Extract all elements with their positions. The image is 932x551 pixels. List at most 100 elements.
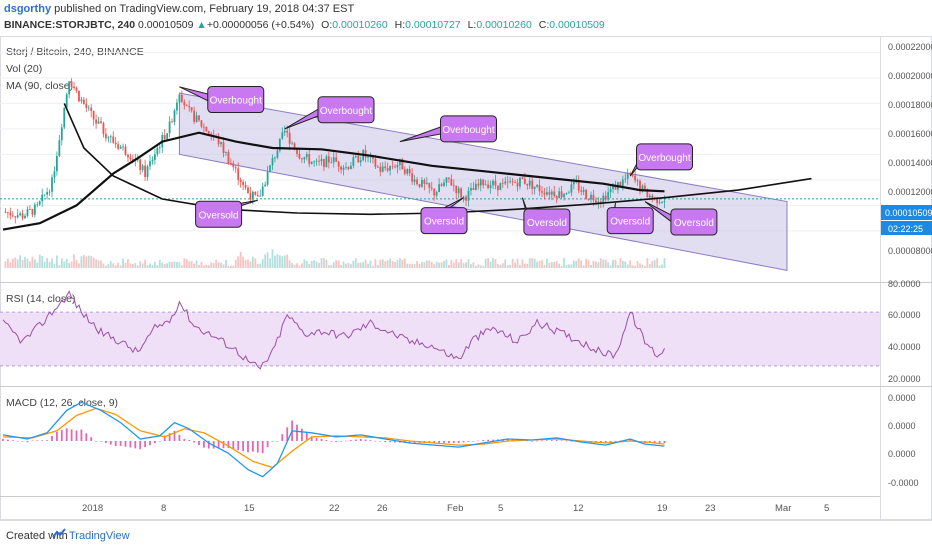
macd-histogram-bar (75, 430, 78, 441)
macd-histogram-bar (467, 441, 470, 442)
volume-bar (234, 259, 237, 268)
rsi-tick-2: 60.0000 (888, 310, 921, 320)
candle-body (602, 195, 605, 204)
volume-bar (555, 261, 558, 268)
candle-body (572, 182, 575, 185)
volume-bar (168, 261, 171, 268)
time-tick-8: 12 (573, 503, 584, 514)
candle-body (636, 180, 639, 182)
macd-histogram-bar (114, 441, 117, 447)
candle-body (168, 121, 171, 134)
candle-body (24, 215, 26, 219)
volume-bar (399, 258, 401, 268)
candle-body (56, 155, 58, 172)
candle-body (318, 160, 320, 162)
candle-body (350, 165, 352, 170)
volume-bar (497, 264, 499, 268)
author-name[interactable]: dsgorthy (4, 3, 52, 15)
volume-bar (521, 259, 524, 268)
macd-histogram-bar (46, 440, 48, 441)
volume-bar (122, 258, 124, 268)
macd-histogram-bar (477, 440, 480, 442)
low-label: L: (467, 19, 477, 31)
candle-body (100, 121, 102, 123)
candle-body (14, 216, 17, 218)
symbol-label: BINANCE:STORJBTC, 240 (4, 19, 136, 31)
macd-histogram-bar (124, 441, 127, 447)
volume-bar (149, 263, 151, 268)
candle-body (51, 177, 53, 192)
candle-body (376, 166, 379, 168)
tradingview-logo-icon (52, 528, 66, 538)
countdown-label: 02:22:25 (888, 224, 923, 234)
macd-histogram-bar (531, 441, 534, 442)
candle-body (38, 201, 41, 205)
volume-bar (75, 260, 78, 268)
volume-bar (78, 263, 80, 268)
volume-bar (474, 265, 477, 268)
candle-body (337, 161, 340, 167)
macd-histogram-bar (462, 441, 465, 443)
candle-body (555, 196, 558, 198)
volume-bar (95, 259, 97, 268)
tradingview-brand[interactable]: TradingView (69, 530, 130, 542)
candle-body (661, 202, 663, 203)
macd-histogram-bar (506, 438, 509, 441)
macd-histogram-bar (550, 440, 553, 441)
ma-indicator-label: MA (90, close) (6, 80, 73, 92)
overbought-callout-label: Overbought (442, 125, 494, 136)
macd-histogram-bar (85, 433, 88, 441)
volume-bar (158, 259, 161, 268)
volume-bar (274, 255, 276, 268)
candle-body (109, 136, 112, 138)
candle-body (614, 185, 617, 190)
overbought-callout-label: Overbought (320, 106, 372, 117)
macd-histogram-bar (629, 438, 632, 441)
volume-bar (330, 265, 333, 268)
volume-bar (281, 256, 284, 268)
macd-histogram-bar (487, 439, 489, 441)
candle-body (252, 191, 254, 200)
candle-body (217, 136, 220, 145)
volume-bar (408, 263, 411, 268)
candle-body (357, 156, 360, 163)
volume-bar (457, 262, 460, 268)
volume-bar (161, 262, 164, 268)
macd-histogram-bar (95, 441, 97, 442)
volume-bar (462, 263, 465, 268)
volume-bar (421, 262, 423, 268)
candle-body (484, 184, 487, 186)
macd-histogram-bar (384, 441, 387, 443)
macd-tick-3: 0.0000 (888, 449, 916, 459)
candle-body (565, 193, 568, 195)
macd-histogram-bar (541, 440, 543, 442)
trading-chart[interactable]: Storj / Bitcoin, 240, BINANCE Vol (20) M… (0, 0, 932, 520)
macd-histogram-bar (203, 441, 205, 448)
volume-bar (443, 260, 445, 268)
macd-histogram-bar (183, 438, 186, 441)
volume-bar (602, 259, 605, 268)
oversold-callout-label: Oversold (674, 218, 714, 229)
time-tick-3: 15 (244, 503, 255, 514)
macd-histogram-bar (374, 440, 377, 442)
macd-histogram-bar (31, 440, 34, 442)
time-tick-9: 19 (657, 503, 668, 514)
candle-body (543, 192, 546, 195)
candle-body (205, 126, 208, 132)
candle-body (528, 180, 531, 186)
volume-bar (644, 265, 646, 268)
candle-body (541, 191, 543, 193)
macd-histogram-bar (193, 441, 195, 443)
open-value: 0.00010260 (332, 19, 388, 31)
macd-histogram-bar (433, 441, 436, 444)
volume-bar (580, 260, 583, 268)
volume-bar (335, 260, 338, 268)
macd-signal-line (2, 407, 665, 469)
macd-histogram-bar (80, 429, 83, 441)
candle-body (472, 188, 475, 190)
close-label: C: (538, 19, 550, 31)
chart-plot-area[interactable]: Overbought Overbought Overbought Overbought… (0, 51, 880, 478)
candle-body (474, 183, 477, 190)
volume-bar (658, 265, 661, 268)
macd-histogram-bar (168, 433, 171, 441)
